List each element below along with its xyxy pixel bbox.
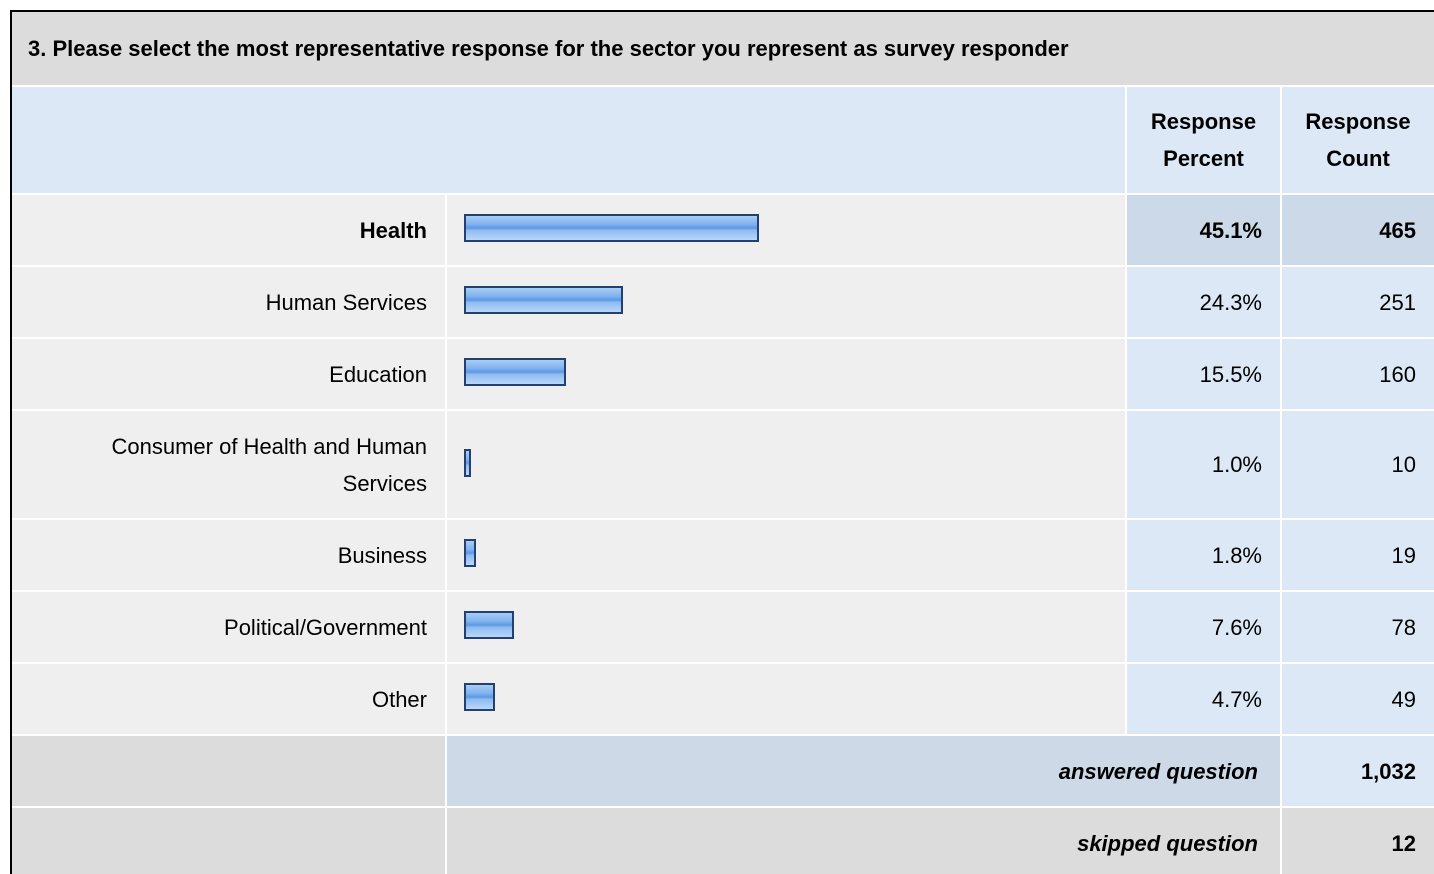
response-percent: 1.8% [1127,520,1280,590]
response-count: 78 [1282,592,1434,662]
response-count: 49 [1282,664,1434,734]
percent-bar [464,286,624,314]
percent-bar [464,539,476,567]
response-percent: 7.6% [1127,592,1280,662]
header-count: Response Count [1282,87,1434,193]
survey-table: 3. Please select the most representative… [10,10,1434,874]
percent-bar [464,611,514,639]
percent-bar [464,448,471,477]
percent-bar [464,358,566,386]
footer-count: 1,032 [1282,736,1434,806]
footer-label: skipped question [447,808,1280,874]
response-count: 465 [1282,195,1434,265]
bar-cell [447,411,1125,518]
response-count: 160 [1282,339,1434,409]
footer-blank [12,736,445,806]
response-count: 251 [1282,267,1434,337]
header-percent: Response Percent [1127,87,1280,193]
bar-cell [447,664,1125,734]
answer-label: Political/Government [12,592,445,662]
answer-label: Health [12,195,445,265]
response-percent: 15.5% [1127,339,1280,409]
bar-cell [447,592,1125,662]
footer-count: 12 [1282,808,1434,874]
answer-label: Business [12,520,445,590]
response-count: 10 [1282,411,1434,518]
response-count: 19 [1282,520,1434,590]
response-percent: 45.1% [1127,195,1280,265]
answer-label: Education [12,339,445,409]
percent-bar [464,683,495,711]
bar-cell [447,520,1125,590]
answer-label: Consumer of Health and Human Services [12,411,445,518]
answer-label: Human Services [12,267,445,337]
question-title: 3. Please select the most representative… [12,12,1434,85]
response-percent: 1.0% [1127,411,1280,518]
header-blank [12,87,1125,193]
response-percent: 4.7% [1127,664,1280,734]
response-percent: 24.3% [1127,267,1280,337]
answer-label: Other [12,664,445,734]
footer-label: answered question [447,736,1280,806]
footer-blank [12,808,445,874]
percent-bar [464,214,760,242]
